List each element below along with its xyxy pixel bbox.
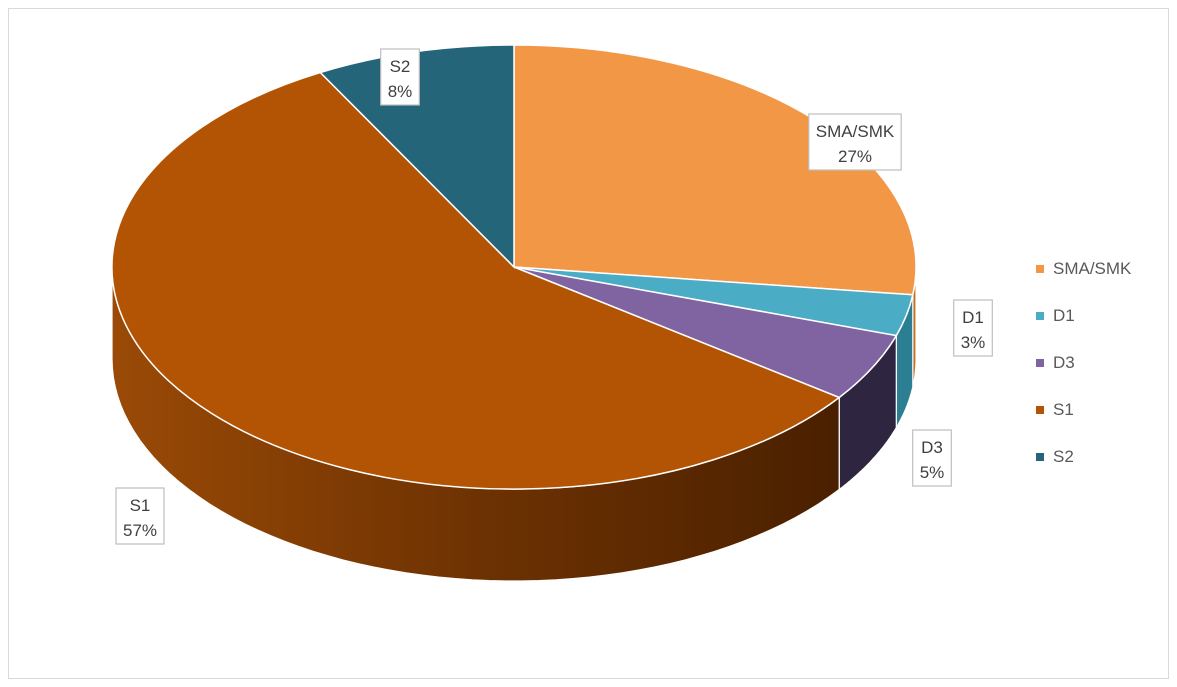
legend-label: SMA/SMK bbox=[1053, 258, 1132, 278]
pie-tops bbox=[111, 44, 917, 490]
legend-label: S2 bbox=[1053, 446, 1074, 466]
data-label-value: 8% bbox=[388, 82, 413, 101]
legend-swatch bbox=[1036, 358, 1044, 367]
data-label-value: 3% bbox=[961, 333, 986, 352]
legend-item-s1[interactable]: S1 bbox=[1036, 386, 1166, 433]
legend-swatch bbox=[1036, 264, 1044, 273]
legend: SMA/SMK D1 D3 S1 S2 bbox=[1036, 245, 1166, 480]
data-label-d1: D13% bbox=[953, 299, 993, 357]
data-label-value: 5% bbox=[920, 463, 945, 482]
legend-item-d3[interactable]: D3 bbox=[1036, 339, 1166, 386]
data-label-value: 27% bbox=[838, 147, 872, 166]
data-label-box bbox=[912, 429, 952, 487]
data-label-category: D3 bbox=[921, 438, 943, 457]
legend-item-d1[interactable]: D1 bbox=[1036, 292, 1166, 339]
pie-slice-s1[interactable] bbox=[111, 71, 841, 490]
legend-label: S1 bbox=[1053, 399, 1074, 419]
legend-label: D3 bbox=[1053, 352, 1075, 372]
data-label-box bbox=[808, 113, 902, 171]
data-label-s2: S28% bbox=[380, 48, 420, 106]
data-label-category: SMA/SMK bbox=[816, 122, 895, 141]
data-label-value: 57% bbox=[123, 521, 157, 540]
legend-item-sma-smk[interactable]: SMA/SMK bbox=[1036, 245, 1166, 292]
legend-label: D1 bbox=[1053, 305, 1075, 325]
data-label-box bbox=[380, 48, 420, 106]
data-label-box bbox=[953, 299, 993, 357]
legend-swatch bbox=[1036, 405, 1044, 414]
legend-swatch bbox=[1036, 311, 1044, 320]
data-label-category: D1 bbox=[962, 308, 984, 327]
data-label-sma-smk: SMA/SMK 27% bbox=[808, 113, 902, 171]
legend-swatch bbox=[1036, 452, 1044, 461]
legend-item-s2[interactable]: S2 bbox=[1036, 433, 1166, 480]
data-label-box bbox=[115, 487, 165, 545]
data-label-category: S2 bbox=[390, 57, 411, 76]
pie-sides bbox=[111, 266, 917, 582]
data-label-category: S1 bbox=[130, 496, 151, 515]
data-label-d3: D35% bbox=[912, 429, 952, 487]
